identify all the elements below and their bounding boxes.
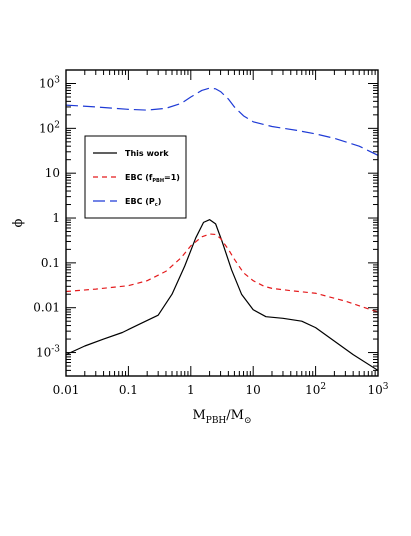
y-tick-label: 103 (39, 75, 60, 90)
y-tick-label: 10 (45, 166, 60, 180)
x-tick-label: 10 (246, 383, 261, 397)
y-tick-label: 1 (52, 211, 60, 225)
plot-layer (66, 87, 378, 371)
series-line-2 (66, 233, 378, 313)
axes-layer (65, 69, 379, 377)
labels-layer: 0.01 0.1 1 10 102 103 10-3 0.01 0.1 1 10 102 103 MPBH… (11, 75, 389, 426)
legend-label-1: This work (125, 149, 169, 158)
series-line-3 (66, 87, 378, 156)
series-line-1 (66, 219, 378, 371)
x-tick-label: 0.01 (53, 383, 80, 397)
legend-label-3: EBC (Pc) (125, 197, 161, 208)
plot-frame (65, 69, 379, 377)
y-tick-label: 102 (39, 120, 60, 135)
x-tick-label: 102 (305, 382, 326, 397)
x-axis-title: MPBH/M⊙ (192, 408, 251, 426)
legend-box (84, 135, 187, 219)
x-tick-label: 103 (367, 382, 388, 397)
x-tick-label: 0.1 (119, 383, 138, 397)
y-tick-label: 10-3 (36, 345, 60, 360)
x-tick-label: 1 (187, 383, 195, 397)
legend: This work EBC (fPBH=1) EBC (Pc) (84, 135, 187, 219)
y-tick-label: 0.1 (41, 256, 60, 270)
legend-label-2: EBC (fPBH=1) (125, 173, 180, 184)
y-axis-title: ϕ (11, 218, 26, 227)
y-tick-label: 0.01 (33, 301, 60, 315)
